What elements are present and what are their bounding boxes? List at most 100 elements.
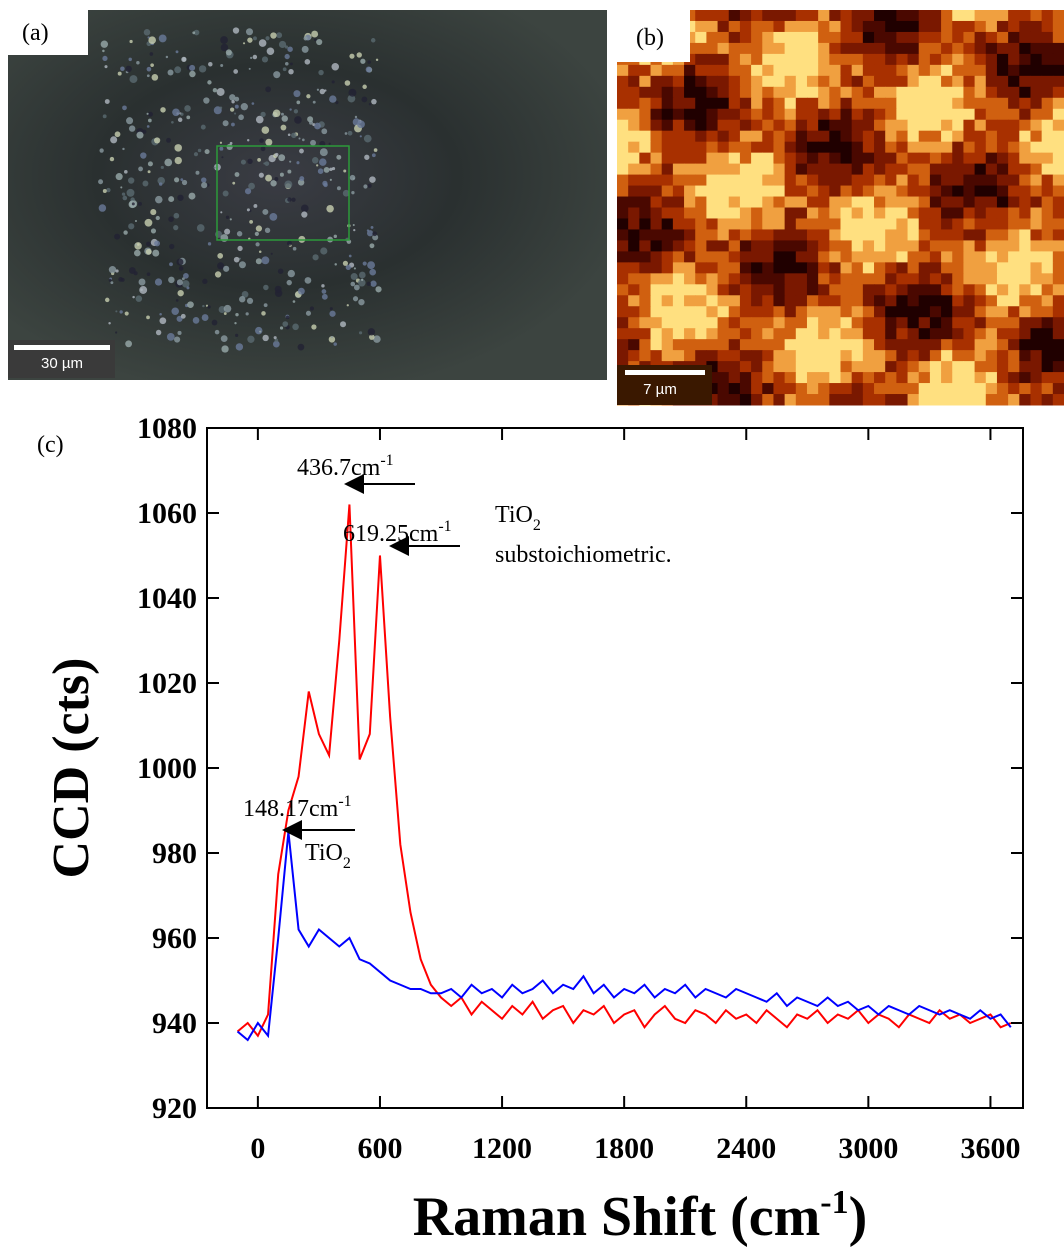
speck	[225, 49, 232, 56]
speck	[269, 212, 278, 221]
heat-cell	[1052, 152, 1064, 165]
heat-cell	[907, 196, 920, 208]
heat-cell	[672, 273, 685, 285]
heat-cell	[1030, 240, 1043, 252]
heat-cell	[941, 97, 953, 110]
heat-cell	[941, 75, 953, 88]
speck	[197, 148, 202, 153]
heat-cell	[896, 141, 909, 154]
heat-cell	[650, 328, 663, 340]
heat-cell	[862, 64, 875, 77]
heat-cell	[784, 130, 797, 143]
heat-cell	[717, 240, 730, 252]
speck	[350, 281, 356, 287]
speck	[149, 52, 154, 56]
heat-cell	[829, 240, 841, 252]
heat-cell	[784, 240, 797, 252]
heat-cell	[751, 163, 763, 176]
heat-cell	[617, 75, 629, 88]
heat-cell	[952, 218, 964, 230]
heat-cell	[874, 152, 886, 165]
y-tick-label: 1080	[137, 412, 197, 445]
heat-cell	[974, 207, 987, 219]
heat-cell	[806, 174, 819, 187]
heat-cell	[773, 75, 786, 88]
heat-cell	[661, 108, 674, 121]
heat-cell	[885, 42, 897, 55]
heat-cell	[684, 196, 696, 208]
speck	[258, 172, 264, 178]
heat-cell	[929, 108, 942, 121]
speck	[316, 88, 320, 91]
heat-cell	[773, 86, 786, 99]
heat-cell	[773, 108, 786, 121]
heat-cell	[974, 295, 987, 307]
heat-cell	[862, 306, 875, 318]
heat-cell	[728, 262, 741, 274]
speck	[282, 321, 289, 327]
heat-cell	[628, 163, 640, 176]
heat-cell	[628, 108, 640, 121]
speck	[173, 225, 179, 231]
heat-cell	[862, 339, 875, 351]
heat-cell	[896, 31, 909, 44]
heat-cell	[818, 372, 830, 384]
heat-cell	[795, 218, 808, 230]
heat-cell	[1008, 86, 1020, 99]
speck	[362, 261, 367, 266]
speck	[188, 192, 196, 200]
heat-cell	[985, 97, 998, 110]
heat-cell	[706, 262, 719, 274]
heat-cell	[918, 20, 931, 33]
heat-cell	[617, 152, 629, 165]
speck	[128, 125, 136, 132]
heat-cell	[963, 185, 976, 198]
speck	[177, 194, 184, 201]
heat-cell	[1052, 163, 1064, 176]
heat-cell	[762, 130, 774, 143]
speck	[106, 187, 111, 193]
heat-cell	[650, 185, 663, 198]
speck	[284, 53, 290, 60]
heat-cell	[829, 86, 841, 99]
heat-cell	[862, 42, 875, 55]
heat-cell	[1030, 328, 1043, 340]
heat-cell	[840, 97, 853, 110]
speck	[176, 315, 183, 322]
heat-cell	[739, 262, 752, 274]
heat-cell	[974, 119, 987, 132]
speck	[349, 174, 356, 181]
annotation-text: TiO	[305, 840, 343, 866]
speck	[323, 166, 330, 173]
heat-cell	[874, 394, 886, 406]
heat-cell	[885, 218, 897, 230]
heat-cell	[874, 262, 886, 274]
heat-cell	[996, 20, 1009, 33]
speck	[159, 317, 167, 325]
heat-cell	[1019, 328, 1031, 340]
heat-cell	[1041, 20, 1054, 33]
heat-cell	[639, 64, 652, 77]
speck	[115, 173, 123, 181]
speck	[311, 324, 317, 330]
speck	[375, 286, 382, 293]
heat-cell	[762, 119, 774, 132]
heat-cell	[762, 328, 774, 340]
speck	[257, 157, 261, 162]
speck	[158, 34, 167, 43]
heat-cell	[929, 119, 942, 132]
heat-cell	[672, 262, 685, 274]
speck	[140, 152, 147, 159]
speck	[202, 304, 205, 308]
heat-cell	[840, 53, 853, 66]
heat-cell	[996, 372, 1009, 384]
heat-cell	[1008, 141, 1020, 154]
heat-cell	[806, 119, 819, 132]
heat-cell	[773, 20, 786, 33]
speck	[121, 192, 126, 196]
heat-cell	[1052, 97, 1064, 110]
speck	[114, 233, 121, 240]
heat-cell	[896, 207, 909, 219]
heat-cell	[929, 64, 942, 77]
heat-cell	[784, 306, 797, 318]
